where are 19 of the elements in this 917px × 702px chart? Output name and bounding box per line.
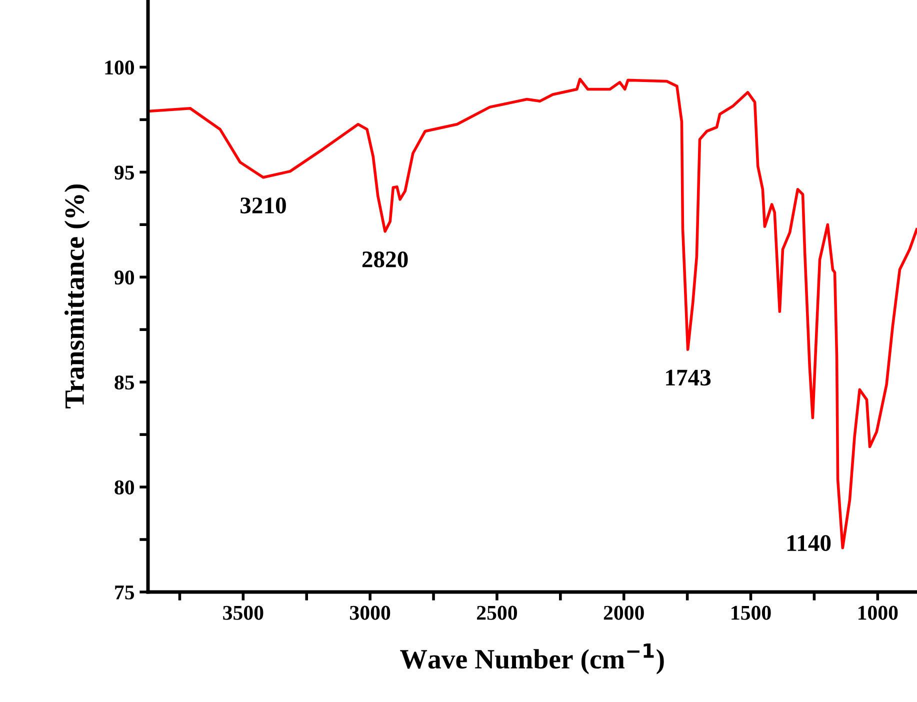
annotation: 2820 [362, 251, 408, 268]
line-series [148, 78, 917, 550]
y-axis-title: Transmittance (%) [64, 184, 90, 408]
annotation: 3210 [240, 198, 286, 214]
y-tick-label: 100 [105, 60, 134, 75]
y-tick-label: 75 [115, 586, 134, 600]
x-tick-label: 3500 [223, 606, 264, 620]
x-tick-label: 1000 [858, 606, 898, 620]
x-axis-title: Wave Number (cm$^{−1}$) [400, 644, 664, 674]
y-tick-label: 95 [114, 166, 134, 180]
x-tick-label: 2000 [604, 606, 644, 620]
annotation: 1743 [666, 370, 711, 386]
y-tick-label: 90 [114, 270, 134, 285]
annotation: 1140 [787, 535, 831, 552]
y-tick-label: 80 [114, 480, 134, 494]
x-tick-label: 2500 [477, 606, 518, 620]
y-tick-label: 85 [114, 375, 134, 390]
x-tick-label: 1500 [732, 606, 771, 620]
x-tick-label: 3000 [350, 606, 390, 620]
